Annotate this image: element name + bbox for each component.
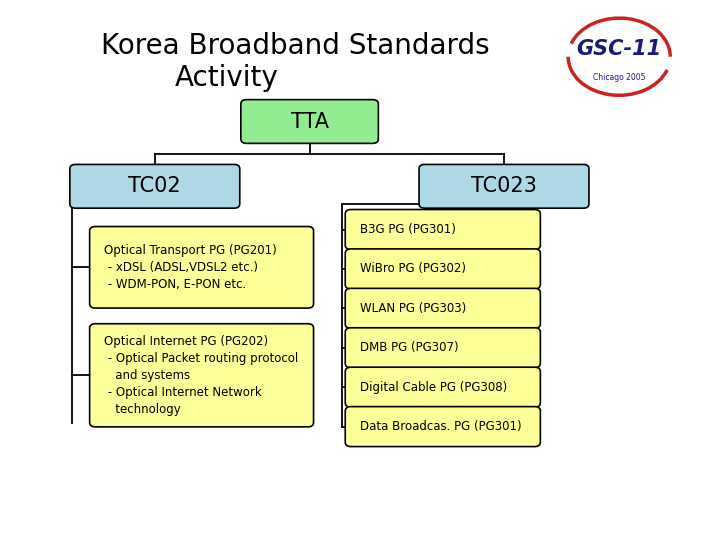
- Text: Optical Transport PG (PG201)
 - xDSL (ADSL,VDSL2 etc.)
 - WDM-PON, E-PON etc.: Optical Transport PG (PG201) - xDSL (ADS…: [104, 244, 276, 291]
- Text: Data Broadcas. PG (PG301): Data Broadcas. PG (PG301): [360, 420, 521, 433]
- FancyBboxPatch shape: [346, 407, 540, 447]
- FancyBboxPatch shape: [90, 324, 314, 427]
- Text: Korea Broadband Standards: Korea Broadband Standards: [101, 32, 490, 60]
- FancyBboxPatch shape: [346, 249, 540, 289]
- Text: TC02: TC02: [128, 176, 181, 197]
- Text: Optical Internet PG (PG202)
 - Optical Packet routing protocol
   and systems
 -: Optical Internet PG (PG202) - Optical Pa…: [104, 335, 298, 416]
- Text: Chicago 2005: Chicago 2005: [593, 73, 645, 82]
- Text: WiBro PG (PG302): WiBro PG (PG302): [360, 262, 466, 275]
- FancyBboxPatch shape: [346, 210, 540, 249]
- Text: TC023: TC023: [471, 176, 537, 197]
- FancyBboxPatch shape: [346, 328, 540, 368]
- FancyBboxPatch shape: [419, 164, 589, 208]
- Text: Digital Cable PG (PG308): Digital Cable PG (PG308): [360, 381, 507, 394]
- FancyBboxPatch shape: [346, 288, 540, 328]
- FancyBboxPatch shape: [90, 226, 314, 308]
- Text: WLAN PG (PG303): WLAN PG (PG303): [360, 302, 466, 315]
- Text: B3G PG (PG301): B3G PG (PG301): [360, 223, 456, 236]
- Text: TTA: TTA: [291, 111, 328, 132]
- Text: GSC-11: GSC-11: [577, 38, 662, 59]
- FancyBboxPatch shape: [346, 367, 540, 407]
- FancyBboxPatch shape: [240, 99, 379, 143]
- Ellipse shape: [572, 24, 667, 89]
- FancyBboxPatch shape: [70, 164, 240, 208]
- Text: Activity: Activity: [175, 64, 279, 92]
- Text: DMB PG (PG307): DMB PG (PG307): [360, 341, 458, 354]
